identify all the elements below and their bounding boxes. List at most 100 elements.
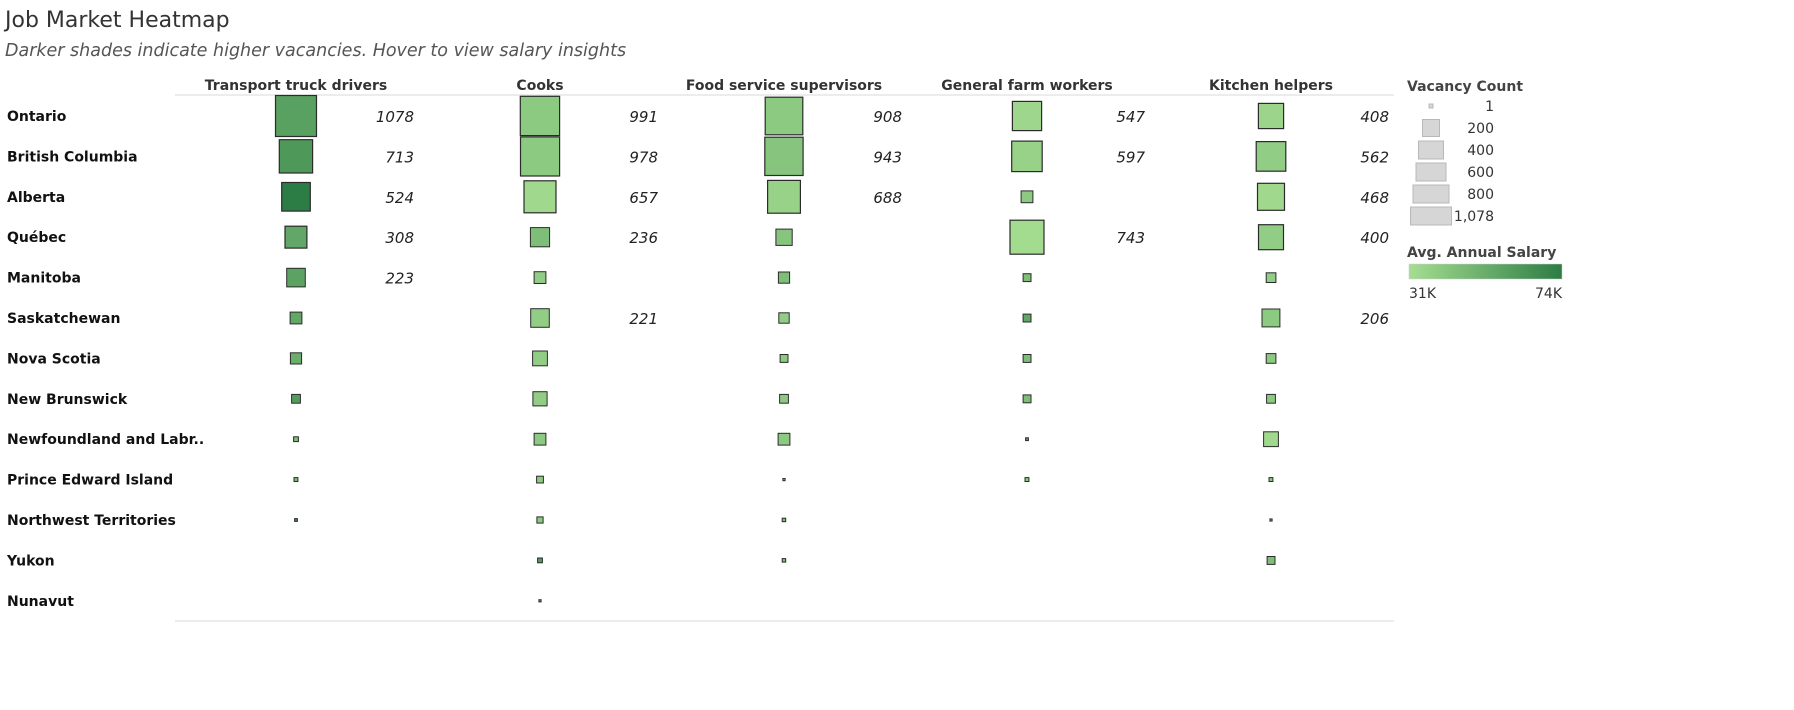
- heatmap-cell[interactable]: [278, 139, 314, 174]
- heatmap-cell[interactable]: [532, 391, 548, 407]
- heatmap-cell[interactable]: [281, 181, 311, 212]
- row-label-newfoundland-and-labr: Newfoundland and Labr..: [7, 432, 204, 448]
- heatmap-cell[interactable]: [1020, 190, 1034, 204]
- heatmap-cell[interactable]: [532, 350, 548, 367]
- row-label-northwest-territories: Northwest Territories: [7, 513, 176, 529]
- size-legend-label: 400: [1467, 143, 1494, 159]
- cell-value-label: 562: [1360, 148, 1389, 166]
- heatmap-cell[interactable]: [533, 432, 547, 446]
- heatmap-cell[interactable]: [782, 478, 786, 482]
- column-header-transport-truck-drivers: Transport truck drivers: [205, 78, 387, 94]
- heatmap-cell[interactable]: [1261, 308, 1281, 328]
- heatmap-cell[interactable]: [778, 312, 790, 324]
- heatmap-cell[interactable]: [1025, 437, 1029, 442]
- heatmap-cell[interactable]: [1265, 353, 1277, 364]
- heatmap-cell[interactable]: [1255, 141, 1287, 172]
- heatmap-cell[interactable]: [779, 354, 789, 363]
- heatmap-cell[interactable]: [536, 475, 544, 484]
- cell-value-label: 308: [385, 229, 414, 247]
- heatmap-cell[interactable]: [538, 599, 542, 603]
- cell-value-label: 743: [1116, 229, 1145, 247]
- heatmap-cell[interactable]: [1269, 518, 1273, 522]
- heatmap-cell[interactable]: [764, 96, 804, 136]
- heatmap-cell[interactable]: [1022, 313, 1032, 323]
- heatmap-cell[interactable]: [1263, 431, 1279, 448]
- heatmap-cell[interactable]: [293, 477, 299, 483]
- heatmap-cell[interactable]: [1257, 102, 1285, 130]
- heatmap-cell[interactable]: [537, 557, 543, 564]
- heatmap-cell[interactable]: [519, 95, 561, 137]
- cell-value-label: 597: [1116, 148, 1145, 166]
- size-legend-label: 800: [1467, 187, 1494, 203]
- heatmap-cell[interactable]: [1022, 394, 1032, 404]
- heatmap-cell[interactable]: [777, 271, 791, 284]
- heatmap-cell[interactable]: [775, 228, 793, 246]
- cell-value-label: 524: [385, 189, 414, 207]
- heatmap-cell[interactable]: [779, 393, 789, 404]
- heatmap-cell[interactable]: [781, 517, 787, 523]
- size-legend-swatch: [1410, 206, 1452, 226]
- column-header-general-farm-workers: General farm workers: [941, 78, 1113, 94]
- cell-value-label: 688: [873, 189, 902, 207]
- heatmap-cell[interactable]: [1024, 477, 1030, 483]
- heatmap-cell[interactable]: [289, 352, 303, 365]
- row-label-ontario: Ontario: [7, 109, 67, 125]
- heatmap-cell[interactable]: [1265, 272, 1277, 283]
- heatmap-cell[interactable]: [1022, 273, 1032, 283]
- heatmap-cell[interactable]: [1268, 477, 1274, 483]
- column-header-cooks: Cooks: [516, 78, 563, 94]
- cell-value-label: 991: [629, 108, 658, 126]
- color-legend-min-label: 31K: [1409, 286, 1437, 302]
- heatmap-cell[interactable]: [293, 436, 299, 443]
- cell-value-label: 223: [385, 270, 414, 288]
- heatmap-cell[interactable]: [530, 308, 550, 328]
- column-header-food-service-supervisors: Food service supervisors: [686, 78, 882, 94]
- heatmap-cell[interactable]: [529, 227, 551, 248]
- size-legend-swatch: [1428, 103, 1434, 109]
- cell-value-label: 206: [1360, 310, 1389, 328]
- heatmap-cell[interactable]: [1266, 393, 1276, 404]
- cell-value-label: 547: [1116, 108, 1145, 126]
- row-label-new-brunswick: New Brunswick: [7, 392, 128, 408]
- heatmap-cell[interactable]: [781, 558, 787, 563]
- heatmap-cell[interactable]: [274, 94, 318, 138]
- color-legend-gradient: [1408, 263, 1563, 280]
- row-label-yukon: Yukon: [6, 553, 55, 569]
- heatmap-cell[interactable]: [284, 225, 308, 249]
- cell-value-label: 978: [629, 148, 658, 166]
- cell-value-label: 713: [385, 148, 414, 166]
- heatmap-cell[interactable]: [1257, 224, 1285, 251]
- heatmap-cell[interactable]: [289, 311, 303, 325]
- cell-value-label: 908: [873, 108, 902, 126]
- heatmap-cell[interactable]: [291, 393, 301, 404]
- chart-title: Job Market Heatmap: [5, 8, 230, 33]
- heatmap-cell[interactable]: [777, 432, 791, 446]
- cell-value-label: 943: [873, 148, 902, 166]
- row-label-nunavut: Nunavut: [7, 594, 74, 610]
- heatmap-cell[interactable]: [523, 180, 557, 214]
- heatmap-cell[interactable]: [1022, 354, 1032, 363]
- heatmap-cell[interactable]: [286, 267, 306, 288]
- heatmap-cell[interactable]: [536, 516, 544, 524]
- size-legend-swatch: [1415, 162, 1447, 182]
- heatmap-cell[interactable]: [766, 179, 801, 214]
- heatmap-cell[interactable]: [519, 136, 561, 177]
- heatmap-cell[interactable]: [533, 271, 547, 285]
- cell-value-label: 221: [629, 310, 658, 328]
- row-label-manitoba: Manitoba: [7, 271, 81, 287]
- row-label-british-columbia: British Columbia: [7, 149, 138, 165]
- heatmap-cell[interactable]: [1011, 100, 1043, 132]
- row-label-nova-scotia: Nova Scotia: [7, 351, 101, 367]
- row-label-saskatchewan: Saskatchewan: [7, 311, 120, 327]
- chart-subtitle: Darker shades indicate higher vacancies.…: [5, 41, 627, 61]
- heatmap-cell[interactable]: [1266, 556, 1276, 565]
- heatmap-cell[interactable]: [1009, 219, 1045, 255]
- heatmap-cell[interactable]: [1256, 182, 1286, 211]
- row-label-alberta: Alberta: [7, 190, 65, 206]
- column-header-kitchen-helpers: Kitchen helpers: [1209, 78, 1333, 94]
- heatmap-cell[interactable]: [294, 518, 298, 522]
- size-legend-label: 600: [1467, 165, 1494, 181]
- heatmap-cell[interactable]: [1011, 140, 1043, 173]
- heatmap-cell[interactable]: [764, 136, 804, 177]
